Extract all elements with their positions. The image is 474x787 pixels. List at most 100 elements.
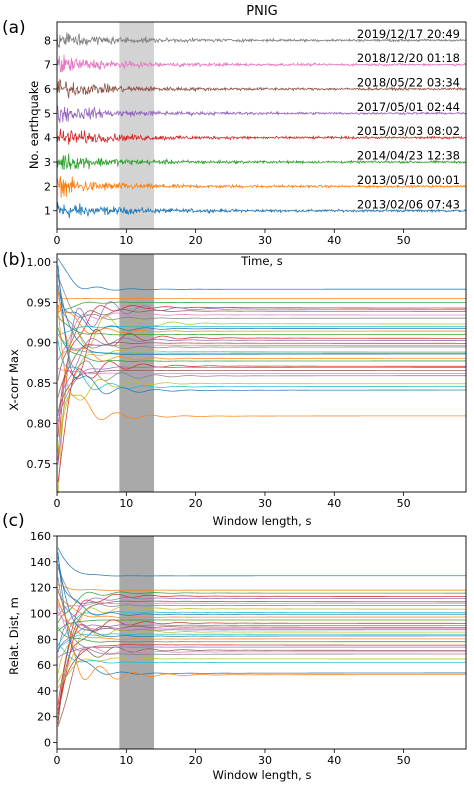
series-line <box>58 297 466 300</box>
trace-label-7: 2018/12/20 01:18 <box>357 51 460 65</box>
series-line <box>57 646 466 658</box>
series-line <box>57 602 466 617</box>
series-line <box>57 629 466 683</box>
y-tick-label: 0.90 <box>27 337 52 350</box>
y-tick-label: 5 <box>44 107 51 120</box>
y-tick-label: 3 <box>44 156 51 169</box>
y-tick-label: 1.00 <box>27 256 52 269</box>
x-tick-label: 30 <box>258 754 272 767</box>
series-line <box>57 361 466 482</box>
series-line <box>57 285 466 332</box>
series-line <box>57 627 466 643</box>
x-tick-label: 10 <box>119 754 133 767</box>
plot-frame-b <box>56 253 467 493</box>
series-line <box>57 605 466 654</box>
highlight-window-a <box>119 22 155 229</box>
series-line <box>57 274 466 355</box>
trace-2 <box>56 176 466 198</box>
series-line <box>57 547 466 577</box>
series-line <box>57 312 466 361</box>
series-line <box>57 308 466 381</box>
series-line <box>57 606 466 674</box>
x-tick-label: 50 <box>397 234 411 247</box>
x-tick-label: 40 <box>327 497 341 510</box>
series-line <box>57 378 466 452</box>
y-tick-label: 80 <box>37 633 51 646</box>
series-line <box>57 611 466 646</box>
series-line <box>57 644 466 711</box>
panel-c-ylabel: Relat. Dist, m <box>7 597 21 675</box>
series-line <box>57 619 466 632</box>
panel-b-ylabel: X-corr Max <box>7 349 21 411</box>
series-line <box>57 591 466 618</box>
x-tick-label: 30 <box>258 234 272 247</box>
x-tick-label: 50 <box>397 497 411 510</box>
trace-label-5: 2017/05/01 02:44 <box>357 100 460 114</box>
trace-label-1: 2013/02/06 07:43 <box>357 197 460 211</box>
series-line <box>57 325 466 336</box>
panel-c-label: (c) <box>2 511 25 531</box>
trace-8 <box>56 31 467 48</box>
series-line <box>57 611 466 630</box>
series-line <box>57 602 466 680</box>
series-line <box>57 266 466 381</box>
series-line <box>57 327 466 362</box>
highlight-window-c <box>119 536 155 749</box>
panel-c: (c) Window length, s Relat. Dist, m 0 10 2… <box>2 511 467 782</box>
series-line <box>57 290 466 362</box>
series-line <box>57 366 466 422</box>
trace-7 <box>56 54 467 73</box>
y-tick-label: 120 <box>30 582 51 595</box>
y-tick-label: 0.75 <box>27 458 52 471</box>
y-tick-label: 60 <box>37 659 51 672</box>
trace-3 <box>56 153 467 170</box>
y-tick-label: 0.95 <box>27 296 52 309</box>
series-line <box>57 567 466 607</box>
x-tick-label: 50 <box>397 754 411 767</box>
series-line <box>57 314 467 494</box>
panel-a-xlabel: Time, s <box>240 254 282 268</box>
series-line <box>57 589 466 632</box>
y-tick-label: 7 <box>44 59 51 72</box>
panel-a-ylabel: No. earthquake <box>27 81 41 169</box>
y-tick-label: 20 <box>37 711 51 724</box>
series-line <box>57 265 466 395</box>
x-tick-label: 40 <box>327 234 341 247</box>
trace-label-4: 2015/03/03 08:02 <box>357 124 460 138</box>
y-tick-label: 0.85 <box>27 377 52 390</box>
x-tick-label: 0 <box>54 234 61 247</box>
trace-1 <box>56 202 467 219</box>
x-tick-label: 10 <box>119 234 133 247</box>
trace-label-6: 2018/05/22 03:34 <box>357 76 460 90</box>
series-line <box>57 369 466 412</box>
series-line <box>57 624 466 652</box>
x-tick-label: 0 <box>54 497 61 510</box>
panel-a-label: (a) <box>2 18 26 38</box>
series-line <box>57 564 466 616</box>
series-line <box>57 257 466 291</box>
trace-4 <box>56 128 467 145</box>
series-line <box>57 305 466 461</box>
y-tick-label: 0 <box>44 737 51 750</box>
series-line <box>57 625 467 725</box>
y-tick-label: 40 <box>37 685 51 698</box>
series-line <box>57 593 466 705</box>
series-line <box>57 292 466 349</box>
trace-label-2: 2013/05/10 00:01 <box>357 173 460 187</box>
y-tick-label: 160 <box>30 530 51 543</box>
series-line <box>57 556 466 638</box>
series-line <box>57 619 466 715</box>
series-line <box>57 600 466 720</box>
x-tick-label: 20 <box>189 754 203 767</box>
y-tick-label: 6 <box>44 83 51 96</box>
trace-6 <box>57 78 467 99</box>
series-line <box>57 367 466 374</box>
series-line <box>57 598 466 640</box>
y-tick-label: 140 <box>30 556 51 569</box>
x-tick-label: 10 <box>119 497 133 510</box>
y-tick-label: 8 <box>44 34 51 47</box>
series-line <box>57 301 466 465</box>
series-line <box>57 316 466 336</box>
plot-frame-a <box>56 21 467 230</box>
